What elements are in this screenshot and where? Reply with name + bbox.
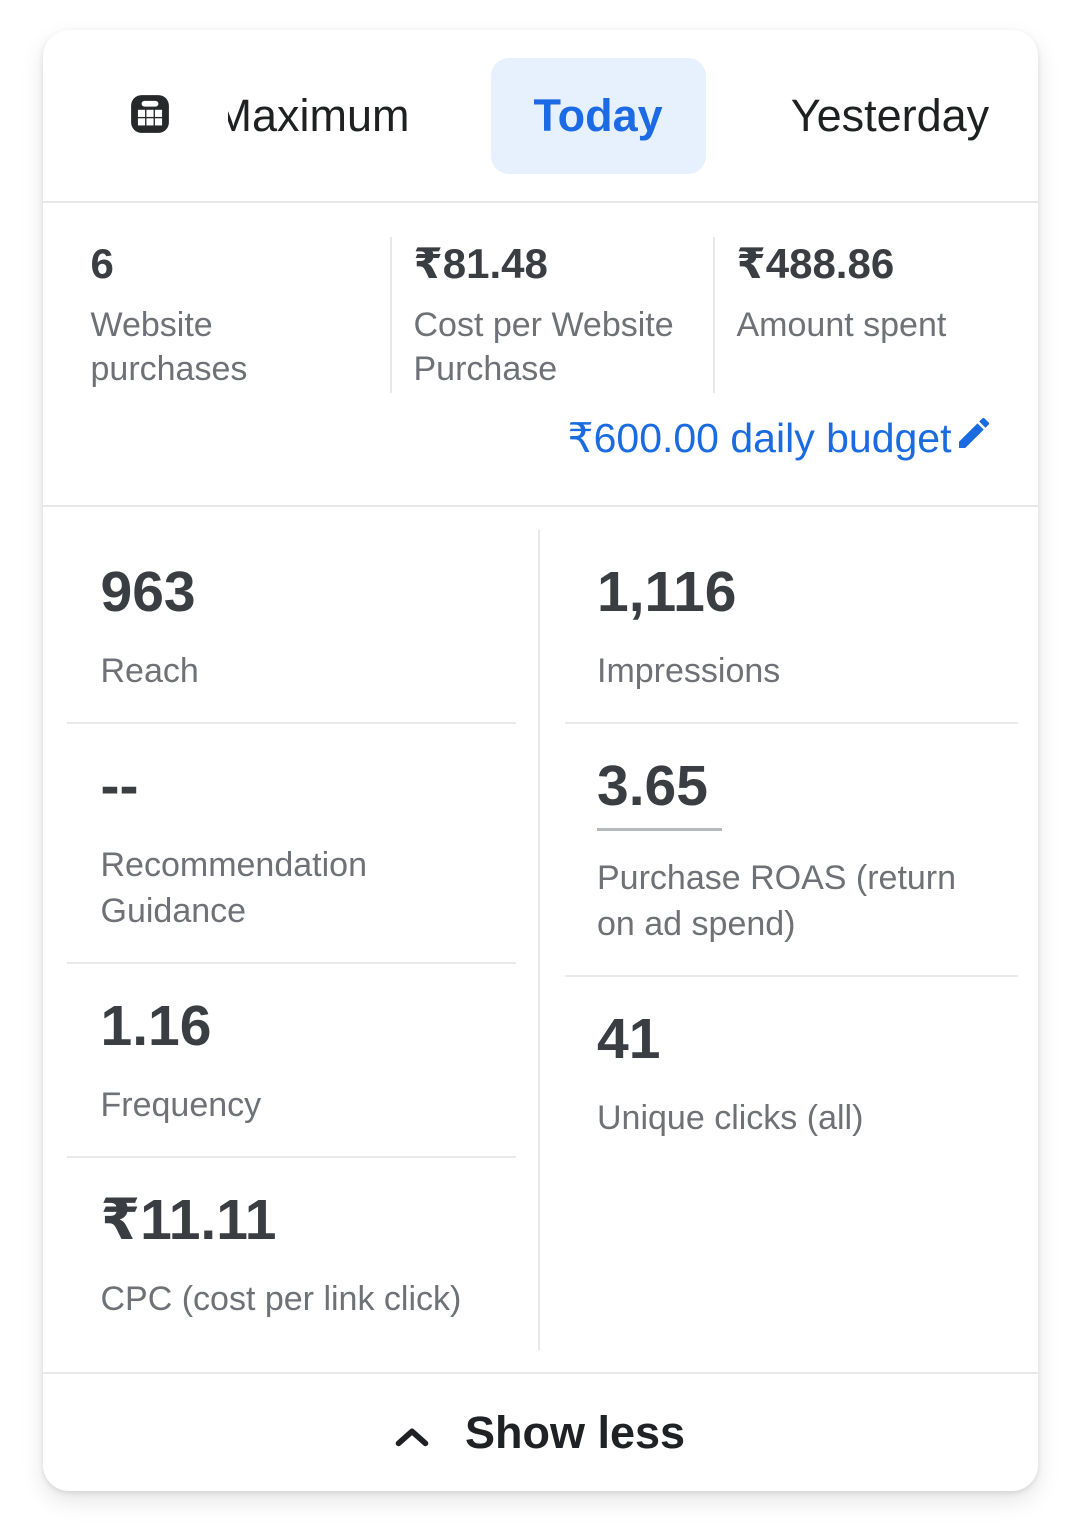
- metric-cell-frequency: 1.16 Frequency: [43, 964, 539, 1156]
- metric-label: Impressions: [597, 652, 781, 690]
- metrics-card: Maximum Today Yesterday 6 Website purcha…: [42, 30, 1038, 1491]
- tab-maximum[interactable]: Maximum: [228, 90, 410, 142]
- pencil-edit-icon: [954, 413, 994, 463]
- calendar-button[interactable]: [129, 93, 171, 138]
- metric-label: Purchase ROAS (return on ad spend): [597, 859, 957, 943]
- cell-divider: [565, 975, 1018, 977]
- footer: Show less: [43, 1374, 1038, 1491]
- metric-value: 6: [90, 240, 114, 287]
- metric-label: Frequency: [100, 1086, 262, 1124]
- tab-maximum-clip: Maximum: [228, 90, 410, 142]
- metric-label: Recommendation Guidance: [100, 846, 367, 930]
- summary-metric-amount-spent: ₹488.86 Amount spent: [712, 237, 1038, 393]
- tab-yesterday[interactable]: Yesterday: [790, 89, 990, 141]
- cell-divider: [66, 1156, 516, 1158]
- summary-metric-cost-per-purchase: ₹81.48 Cost per Website Purchase: [389, 237, 713, 393]
- metric-cell-reach: 963 Reach: [43, 530, 539, 722]
- cell-divider: [565, 722, 1018, 724]
- metric-cell-purchase-roas: 3.65 Purchase ROAS (return on ad spend): [540, 724, 1038, 975]
- metric-label: CPC (cost per link click): [100, 1280, 462, 1318]
- metrics-grid-right-column: 1,116 Impressions 3.65 Purchase ROAS (re…: [540, 530, 1038, 1350]
- metric-value: ₹488.86: [736, 240, 895, 287]
- daily-budget-edit-button[interactable]: ₹600.00 daily budget: [568, 413, 994, 463]
- tab-strip: Maximum Today Yesterday: [228, 57, 990, 174]
- metric-value: 41: [597, 1007, 661, 1071]
- tab-maximum-label: Maximum: [227, 89, 410, 141]
- summary-metric-website-purchases: 6 Website purchases: [43, 237, 390, 393]
- metric-value: --: [100, 754, 139, 818]
- summary-section: 6 Website purchases ₹81.48 Cost per Webs…: [42, 203, 1038, 507]
- metric-label: Website purchases: [90, 306, 248, 388]
- daily-budget-text: ₹600.00 daily budget: [567, 415, 952, 461]
- daily-budget-row: ₹600.00 daily budget: [43, 393, 1038, 505]
- metric-value: 1,116: [597, 560, 737, 624]
- roas-tooltip-value[interactable]: 3.65: [597, 754, 722, 831]
- metric-value: 1.16: [100, 994, 212, 1058]
- metric-label: Cost per Website Purchase: [413, 306, 674, 388]
- metric-value: ₹81.48: [413, 240, 548, 287]
- metric-cell-impressions: 1,116 Impressions: [540, 530, 1038, 722]
- metric-label: Amount spent: [736, 306, 947, 344]
- show-less-label: Show less: [464, 1406, 686, 1458]
- show-less-button[interactable]: Show less: [395, 1407, 685, 1459]
- tab-today[interactable]: Today: [490, 57, 706, 174]
- metric-label: Unique clicks (all): [597, 1099, 864, 1137]
- cell-divider: [66, 962, 516, 964]
- calendar-grid-icon: [129, 93, 171, 138]
- metrics-grid: 963 Reach -- Recommendation Guidance 1.1…: [42, 507, 1038, 1374]
- date-preset-tabbar: Maximum Today Yesterday: [42, 30, 1038, 203]
- metric-value: 963: [100, 560, 196, 624]
- cell-divider: [66, 722, 516, 724]
- metric-value: 3.65: [597, 754, 1018, 831]
- metrics-grid-left-column: 963 Reach -- Recommendation Guidance 1.1…: [43, 530, 540, 1350]
- metric-cell-cpc: ₹11.11 CPC (cost per link click): [43, 1158, 539, 1350]
- metric-cell-recommendation-guidance: -- Recommendation Guidance: [43, 724, 539, 962]
- metric-cell-unique-clicks: 41 Unique clicks (all): [540, 977, 1038, 1169]
- chevron-up-icon: [395, 1407, 429, 1459]
- summary-metrics-row: 6 Website purchases ₹81.48 Cost per Webs…: [43, 237, 1038, 393]
- metric-label: Reach: [100, 652, 199, 690]
- metric-value: ₹11.11: [100, 1188, 277, 1252]
